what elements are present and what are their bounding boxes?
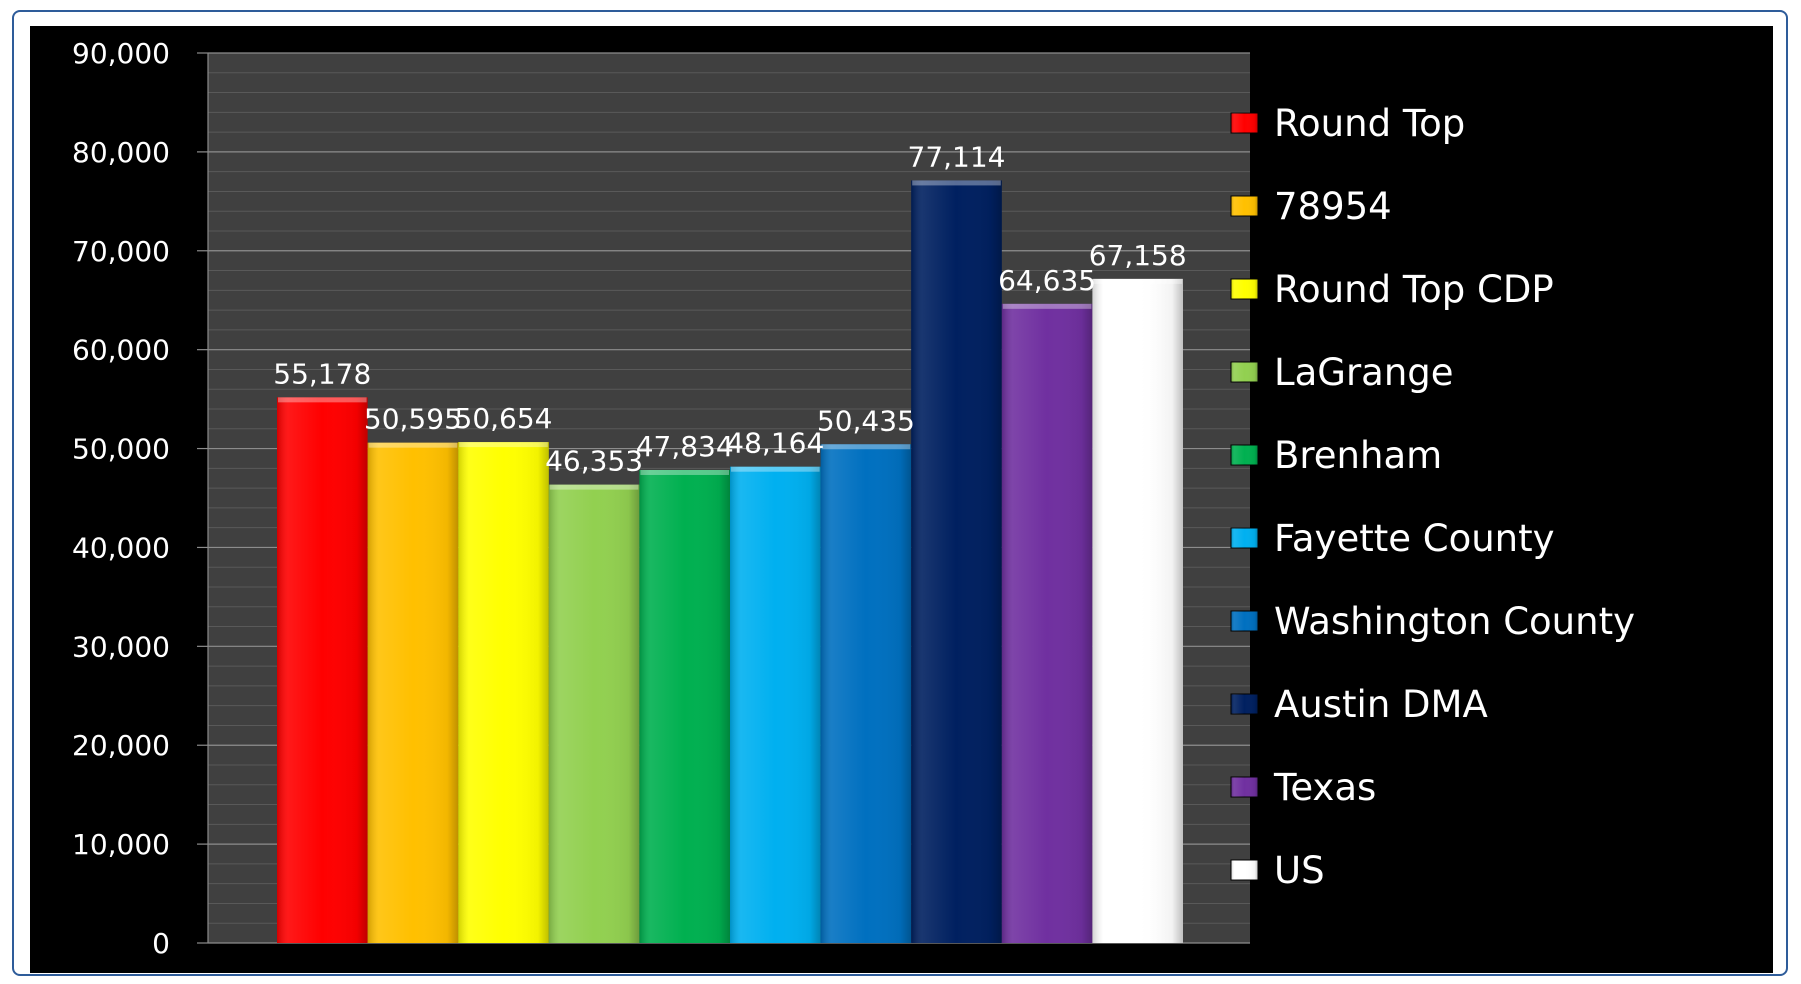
- data-label-round-top-cdp: 50,654: [455, 402, 553, 435]
- y-axis: 0 10,000 20,000 30,000 40,000 50,000 60,000 70,…: [72, 37, 209, 960]
- bar-shading-brenham: [639, 469, 730, 943]
- bar-shading-78954: [367, 442, 459, 943]
- legend-swatch-shading-lagrange: [1231, 362, 1258, 382]
- legend-label-us: US: [1274, 849, 1325, 892]
- legend-swatch-shading-round-top: [1231, 113, 1258, 133]
- y-tick-label: 70,000: [72, 235, 170, 268]
- data-label-lagrange: 46,353: [545, 445, 643, 478]
- y-tick-label: 20,000: [72, 729, 170, 762]
- bar-bevel-round-top-cdp: [459, 442, 548, 448]
- data-label-texas: 64,635: [998, 264, 1096, 297]
- data-label-round-top: 55,178: [273, 357, 371, 390]
- legend-label-round-top: Round Top: [1274, 102, 1465, 145]
- legend-swatch-shading-brenham: [1231, 445, 1258, 465]
- bar-shading-round-top-cdp: [458, 442, 549, 943]
- y-tick-label: 80,000: [72, 136, 170, 169]
- bar-bevel-brenham: [640, 469, 729, 475]
- y-tick-label: 60,000: [72, 334, 170, 367]
- legend-label-round-top-cdp: Round Top CDP: [1274, 268, 1554, 311]
- bar-bevel-austin-dma: [912, 180, 1001, 186]
- legend-swatch-shading-austin-dma: [1231, 694, 1258, 714]
- bar-shading-austin-dma: [911, 180, 1002, 943]
- legend-swatch-shading-fayette-county: [1231, 528, 1258, 548]
- bar-bevel-78954: [368, 442, 458, 448]
- legend-swatch-shading-78954: [1231, 196, 1258, 216]
- bar-bevel-texas: [1002, 303, 1092, 309]
- legend-label-austin-dma: Austin DMA: [1274, 683, 1488, 726]
- bar-shading-lagrange: [548, 484, 640, 943]
- legend-swatch-shading-washington-county: [1231, 611, 1258, 631]
- legend-label-lagrange: LaGrange: [1274, 351, 1454, 394]
- y-tick-label: 50,000: [72, 433, 170, 466]
- y-tick-label: 30,000: [72, 630, 170, 663]
- data-label-78954: 50,595: [364, 403, 462, 436]
- bars: [277, 180, 1183, 944]
- data-label-us: 67,158: [1089, 239, 1187, 272]
- legend-swatch-shading-texas: [1231, 777, 1258, 797]
- bar-shading-washington-county: [820, 444, 912, 943]
- bar-bevel-fayette-county: [731, 466, 820, 472]
- legend-swatch-shading-round-top-cdp: [1231, 279, 1258, 299]
- y-tick-label: 40,000: [72, 531, 170, 564]
- legend-label-brenham: Brenham: [1274, 434, 1442, 477]
- data-label-austin-dma: 77,114: [908, 140, 1006, 173]
- bar-shading-fayette-county: [730, 466, 821, 943]
- legend-label-washington-county: Washington County: [1274, 600, 1635, 643]
- bar-shading-us: [1092, 278, 1183, 944]
- bar-bevel-lagrange: [549, 484, 639, 490]
- bar-shading-round-top: [277, 397, 368, 943]
- bar-bevel-us: [1093, 278, 1182, 284]
- legend-label-fayette-county: Fayette County: [1274, 517, 1555, 560]
- bar-shading-texas: [1001, 303, 1093, 943]
- data-label-brenham: 47,834: [636, 430, 734, 463]
- y-tick-label: 90,000: [72, 37, 170, 70]
- legend-label-78954: 78954: [1274, 185, 1392, 228]
- data-label-fayette-county: 48,164: [726, 427, 824, 460]
- bar-bevel-washington-county: [821, 444, 911, 450]
- data-label-washington-county: 50,435: [817, 404, 915, 437]
- y-tick-label: 0: [152, 927, 170, 960]
- legend-label-texas: Texas: [1273, 766, 1376, 809]
- legend-swatch-shading-us: [1231, 860, 1258, 880]
- legend: Round Top 78954 Round Top CDP LaGrange Brenh…: [1230, 102, 1635, 892]
- bar-bevel-round-top: [278, 397, 367, 403]
- y-tick-label: 10,000: [72, 828, 170, 861]
